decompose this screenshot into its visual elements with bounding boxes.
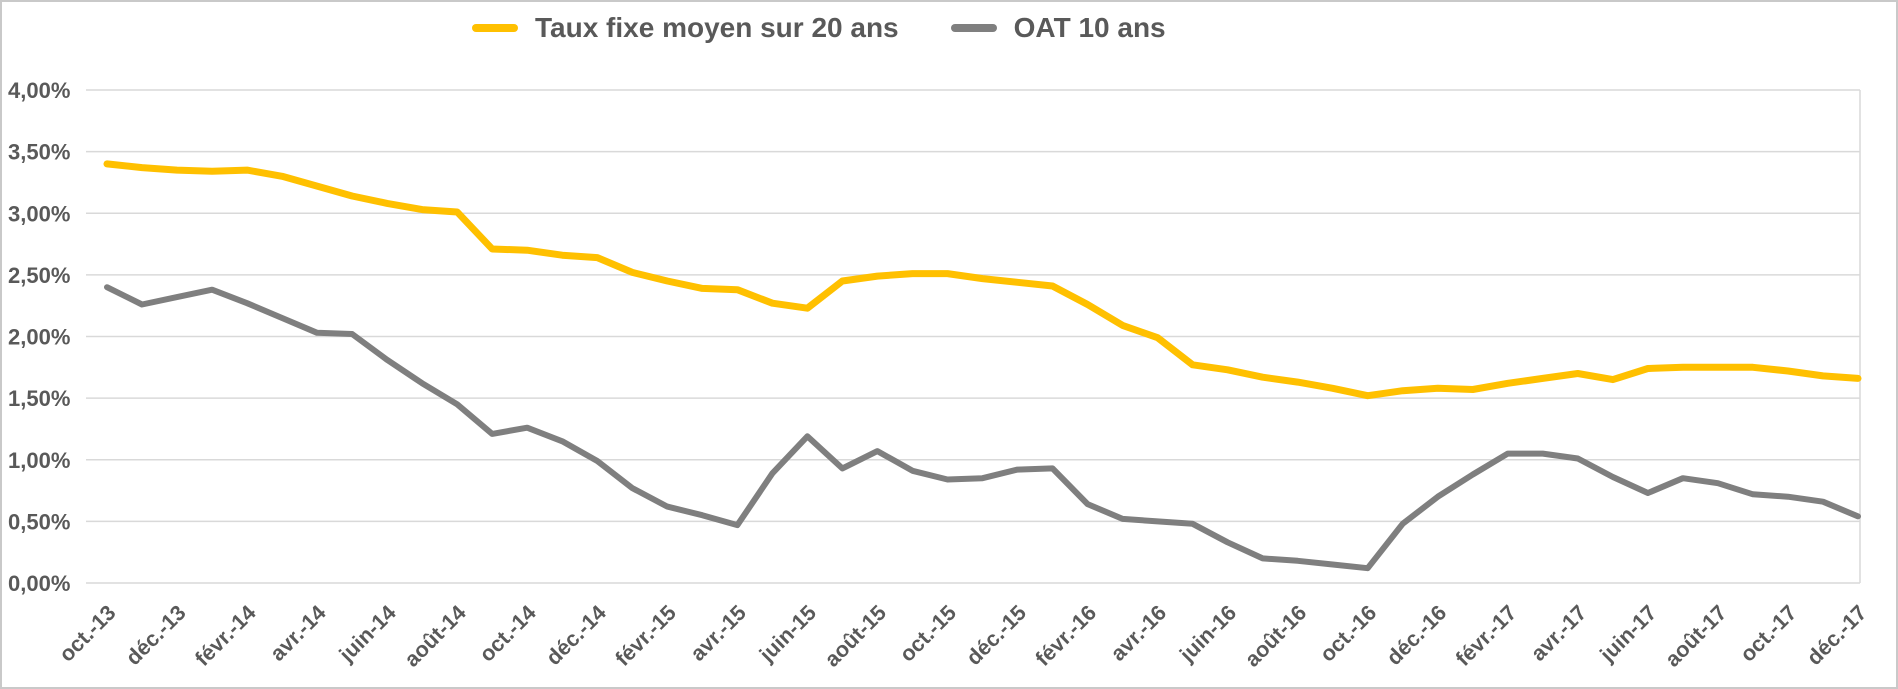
x-axis-tick-label: févr.-17	[1451, 601, 1521, 671]
x-axis-tick-label: juin-17	[1595, 601, 1662, 668]
y-axis-tick-label: 0,50%	[8, 509, 70, 534]
y-axis-tick-label: 1,00%	[8, 448, 70, 473]
y-axis-tick-label: 0,00%	[8, 571, 70, 596]
x-axis-tick-label: août-14	[400, 601, 471, 672]
y-axis-tick-label: 3,50%	[8, 140, 70, 165]
chart-legend: Taux fixe moyen sur 20 ans OAT 10 ans	[472, 12, 1166, 44]
y-axis-tick-label: 4,00%	[8, 78, 70, 103]
x-axis-tick-label: juin-15	[754, 601, 821, 668]
x-axis-tick-label: déc.-15	[962, 601, 1031, 670]
legend-label-taux-fixe: Taux fixe moyen sur 20 ans	[535, 12, 899, 43]
x-axis-tick-label: oct.-15	[895, 601, 961, 667]
x-axis-tick-label: févr.-15	[611, 601, 681, 671]
x-axis-tick-label: août-17	[1660, 601, 1731, 672]
x-axis-tick-label: août-15	[820, 601, 891, 672]
x-axis-tick-label: déc.-14	[541, 601, 610, 670]
x-axis-tick-label: avr.-17	[1526, 601, 1591, 666]
x-axis-tick-label: févr.-14	[190, 601, 260, 671]
x-axis-tick-label: avr.-16	[1106, 601, 1171, 666]
x-axis-tick-label: juin-16	[1174, 601, 1241, 668]
x-axis-tick-label: oct.-17	[1736, 601, 1802, 667]
x-axis-tick-label: déc.-13	[121, 601, 190, 670]
y-axis-tick-label: 2,50%	[8, 263, 70, 288]
y-axis-tick-label: 3,00%	[8, 201, 70, 226]
x-axis-tick-label: juin-14	[334, 601, 401, 668]
x-axis-tick-label: oct.-14	[475, 601, 541, 667]
x-axis-tick-label: déc.-16	[1382, 601, 1451, 670]
x-axis-tick-label: oct.-13	[55, 601, 121, 667]
legend-label-oat: OAT 10 ans	[1013, 12, 1166, 43]
y-axis-tick-label: 1,50%	[8, 386, 70, 411]
legend-item-oat: OAT 10 ans	[950, 12, 1166, 44]
x-axis-tick-label: avr.-14	[265, 601, 330, 666]
oat-line-swatch	[950, 24, 997, 32]
series-line-taux-fixe	[103, 160, 1862, 400]
x-axis-tick-label: oct.-16	[1315, 601, 1381, 667]
x-axis-tick-label: déc.-17	[1802, 601, 1871, 670]
x-axis-tick-label: févr.-16	[1031, 601, 1101, 671]
taux-fixe-line-swatch	[472, 24, 518, 32]
x-axis-tick-label: avr.-15	[686, 601, 751, 666]
legend-item-taux-fixe: Taux fixe moyen sur 20 ans	[472, 12, 899, 44]
y-axis-tick-label: 2,00%	[8, 325, 70, 350]
series-line-oat	[104, 284, 1861, 572]
x-axis-tick-label: août-16	[1240, 601, 1311, 672]
